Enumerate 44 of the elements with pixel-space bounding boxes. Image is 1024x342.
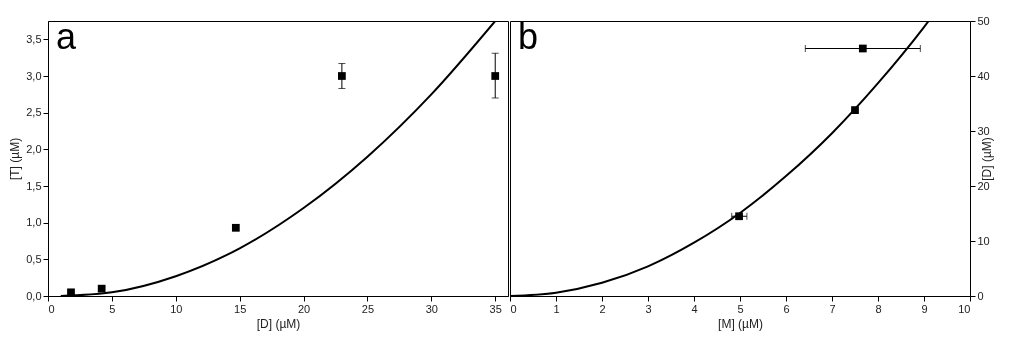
x-tick-label: 3 <box>645 302 652 315</box>
y2-tick-label: 10 <box>977 234 990 247</box>
x-tick-label: 5 <box>109 302 116 315</box>
y-tick-label: 1,5 <box>26 179 42 192</box>
x-tick-label: 25 <box>361 302 375 315</box>
x-tick-label: 1 <box>553 302 560 315</box>
y-tick-label: 3,0 <box>26 69 42 82</box>
x-tick-label: 20 <box>297 302 311 315</box>
y2-tick-label: 30 <box>977 124 990 137</box>
point <box>491 72 500 80</box>
y-tick-label: 3,5 <box>26 32 42 45</box>
x-tick-label: 30 <box>425 302 438 315</box>
y2-tick-label: 20 <box>977 179 990 192</box>
y-tick-label: 1,0 <box>26 216 42 229</box>
x-tick-label: 8 <box>875 302 882 315</box>
point <box>97 284 106 293</box>
point <box>858 44 867 53</box>
y2-tick-label: 50 <box>977 14 990 27</box>
x-tick-label: 35 <box>489 302 502 315</box>
x-tick-label: 7 <box>829 302 836 315</box>
x-tick-label: 9 <box>921 302 928 315</box>
x-tick-label: 10 <box>170 302 183 315</box>
point <box>338 72 346 80</box>
x-tick-label: 0 <box>510 302 517 315</box>
y-axis-title: [T] (µM) <box>8 137 23 181</box>
x-tick-label: 5 <box>737 302 744 315</box>
y-tick-label: 2,5 <box>26 106 42 119</box>
x-tick-label: 4 <box>691 302 698 315</box>
x-tick-label: 6 <box>783 302 790 315</box>
annotation: a <box>56 16 77 57</box>
x-tick-label: 0 <box>48 302 55 315</box>
y-tick-label: 2,0 <box>26 142 42 155</box>
x-axis-title: [M] (µM) <box>718 316 763 331</box>
y2-tick-label: 40 <box>977 69 990 82</box>
y2-axis-title: [D] (µM) <box>979 137 994 181</box>
x-tick-label: 15 <box>234 302 247 315</box>
y-tick-label: 0,0 <box>26 289 42 302</box>
x-axis-title: [D] (µM) <box>256 316 301 331</box>
point <box>231 223 240 232</box>
y2-tick-label: 0 <box>977 289 984 302</box>
annotation: b <box>518 16 539 57</box>
x-tick-label: 10 <box>958 302 971 315</box>
x-tick-label: 2 <box>599 302 606 315</box>
y-tick-label: 0,5 <box>26 252 42 265</box>
